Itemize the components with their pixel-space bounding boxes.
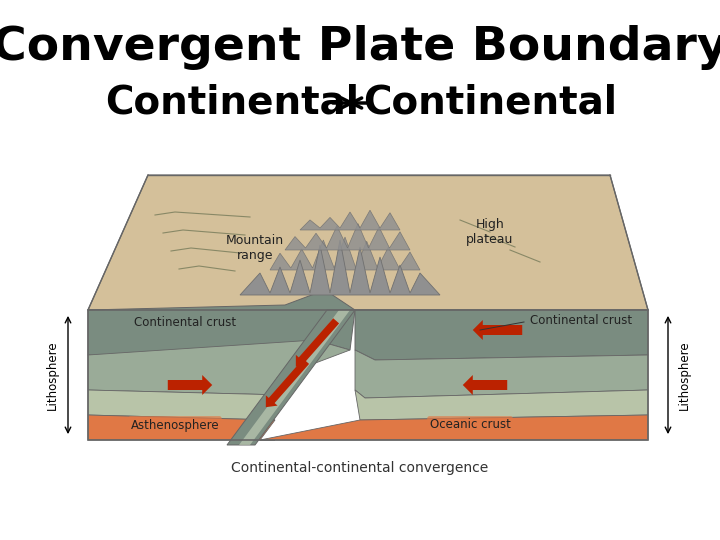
Text: Asthenosphere: Asthenosphere bbox=[131, 418, 220, 431]
Text: Lithosphere: Lithosphere bbox=[678, 340, 690, 410]
Polygon shape bbox=[240, 240, 440, 295]
Polygon shape bbox=[88, 175, 648, 310]
Polygon shape bbox=[355, 390, 648, 420]
Polygon shape bbox=[88, 340, 350, 395]
Text: Convergent Plate Boundary: Convergent Plate Boundary bbox=[0, 25, 720, 71]
Text: Oceanic crust: Oceanic crust bbox=[430, 418, 510, 431]
Polygon shape bbox=[227, 310, 355, 445]
Polygon shape bbox=[88, 390, 285, 420]
Polygon shape bbox=[260, 415, 648, 440]
Polygon shape bbox=[355, 310, 648, 360]
Polygon shape bbox=[300, 210, 400, 230]
Polygon shape bbox=[355, 350, 648, 398]
Text: Continental crust: Continental crust bbox=[134, 316, 236, 329]
Polygon shape bbox=[285, 224, 410, 250]
Text: Continental: Continental bbox=[363, 84, 617, 122]
Polygon shape bbox=[88, 415, 275, 440]
Text: Continental: Continental bbox=[105, 84, 359, 122]
Polygon shape bbox=[270, 237, 420, 270]
Text: Continental-continental convergence: Continental-continental convergence bbox=[231, 461, 489, 475]
Polygon shape bbox=[239, 310, 350, 445]
Text: High
plateau: High plateau bbox=[467, 218, 513, 246]
Text: Mountain
range: Mountain range bbox=[226, 234, 284, 262]
Text: Lithosphere: Lithosphere bbox=[45, 340, 58, 410]
Text: Continental crust: Continental crust bbox=[530, 314, 632, 327]
Polygon shape bbox=[88, 290, 355, 360]
